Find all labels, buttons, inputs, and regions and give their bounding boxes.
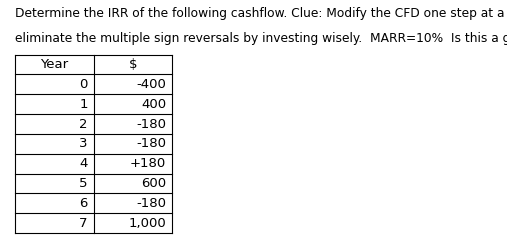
Text: $: $ <box>129 58 137 71</box>
Text: 6: 6 <box>79 197 88 210</box>
Text: -180: -180 <box>136 137 166 150</box>
Text: eliminate the multiple sign reversals by investing wisely.  MARR=10%  Is this a : eliminate the multiple sign reversals by… <box>15 32 507 45</box>
Text: -180: -180 <box>136 118 166 130</box>
Text: Year: Year <box>41 58 68 71</box>
Text: 3: 3 <box>79 137 88 150</box>
Text: -180: -180 <box>136 197 166 210</box>
Text: +180: +180 <box>130 157 166 170</box>
Text: 400: 400 <box>141 98 166 111</box>
Text: 4: 4 <box>79 157 88 170</box>
Bar <box>15 55 172 233</box>
Text: 5: 5 <box>79 177 88 190</box>
Text: 600: 600 <box>141 177 166 190</box>
Text: -400: -400 <box>136 78 166 91</box>
Text: Determine the IRR of the following cashflow. Clue: Modify the CFD one step at a : Determine the IRR of the following cashf… <box>15 7 507 20</box>
Text: 0: 0 <box>79 78 88 91</box>
Text: 1: 1 <box>79 98 88 111</box>
Text: 7: 7 <box>79 217 88 230</box>
Text: 1,000: 1,000 <box>129 217 166 230</box>
Text: 2: 2 <box>79 118 88 130</box>
